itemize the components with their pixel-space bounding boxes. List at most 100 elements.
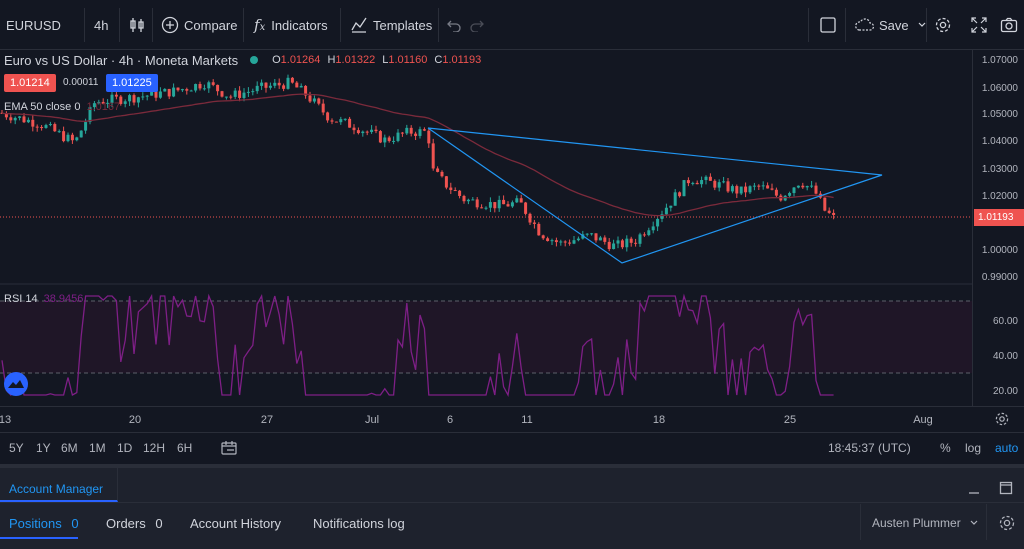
candle-body [488, 202, 492, 208]
candle-body [704, 176, 708, 181]
candle-body [418, 129, 422, 136]
candle-body [378, 131, 382, 143]
candle-body [304, 85, 308, 96]
settings-button[interactable] [934, 0, 952, 50]
candle-body [136, 97, 140, 103]
triangle-drawing[interactable] [427, 127, 883, 264]
candle-body [541, 235, 545, 239]
sell-button[interactable]: 1.01214 [4, 74, 56, 92]
panel-settings-button[interactable] [998, 514, 1016, 535]
candle-body [260, 82, 264, 86]
chart-pane[interactable]: Euro vs US Dollar · 4h · Moneta Markets … [0, 50, 972, 406]
interval-button[interactable]: 4h [94, 17, 109, 33]
candle-body [550, 240, 554, 242]
redo-button[interactable] [470, 0, 484, 50]
range-1m[interactable]: 1M [89, 441, 106, 455]
range-5y[interactable]: 5Y [9, 441, 24, 455]
candle-body [167, 88, 171, 97]
candle-body [106, 102, 110, 104]
tab-account-history[interactable]: Account History [190, 516, 282, 531]
candle-body [458, 190, 462, 196]
candle-body [726, 181, 730, 192]
maximize-panel-button[interactable] [998, 480, 1014, 499]
candle-body [686, 180, 690, 184]
range-12h[interactable]: 12H [143, 441, 166, 455]
snapshot-button[interactable] [1000, 0, 1018, 50]
candle-body [594, 233, 598, 241]
legend-title: Euro vs US Dollar · 4h · Moneta Markets [4, 52, 239, 68]
minimize-panel-button[interactable] [966, 480, 982, 499]
tab-notifications-log[interactable]: Notifications log [313, 516, 405, 531]
candle-body [700, 180, 704, 185]
undo-button[interactable] [447, 0, 461, 50]
candle-body [744, 186, 748, 193]
buy-button[interactable]: 1.01225 [106, 74, 158, 92]
candle-body [233, 90, 237, 97]
price-chart[interactable] [0, 50, 972, 406]
candle-body [361, 131, 365, 134]
candle-body [554, 240, 558, 243]
account-manager-tab[interactable]: Account Manager [0, 468, 118, 502]
candle-body [255, 85, 259, 92]
time-axis[interactable]: 13 20 27 Jul 6 11 18 25 Aug [0, 406, 1024, 432]
range-1d[interactable]: 1D [117, 441, 133, 455]
candle-body [568, 242, 572, 244]
candle-body [40, 127, 44, 129]
candle-body [110, 94, 114, 103]
candle-body [827, 210, 831, 213]
candle-body [576, 238, 580, 241]
chart-type-button[interactable] [128, 0, 146, 50]
candle-body [207, 82, 211, 89]
candle-body [510, 202, 514, 207]
candle-body [154, 90, 158, 98]
indicators-button[interactable]: fx Indicators [254, 16, 328, 34]
log-toggle[interactable]: log [965, 441, 982, 455]
date-range-button[interactable] [220, 440, 238, 459]
candle-body [682, 180, 686, 197]
price-axis[interactable]: 1.07000 1.06000 1.05000 1.04000 1.03000 … [972, 50, 1024, 406]
candle-body [546, 238, 550, 242]
candle-body [572, 240, 576, 244]
candle-body [449, 187, 453, 191]
candle-body [326, 112, 330, 121]
candle-body [484, 207, 488, 209]
mountain-icon [8, 380, 24, 388]
auto-toggle[interactable]: auto [995, 441, 1019, 455]
candle-body [282, 85, 286, 89]
utc-clock[interactable]: 18:45:37 (UTC) [828, 441, 911, 455]
candle-body [299, 85, 303, 88]
candle-body [537, 223, 541, 236]
templates-button[interactable]: Templates [350, 0, 432, 50]
percent-toggle[interactable]: % [940, 441, 951, 455]
save-button[interactable]: Save [853, 0, 927, 50]
tab-positions[interactable]: Positions 0 [9, 516, 79, 531]
compare-button[interactable]: Compare [161, 0, 237, 50]
expand-button[interactable] [970, 0, 988, 50]
range-6m[interactable]: 6M [61, 441, 78, 455]
candle-body [620, 240, 624, 248]
candle-body [757, 185, 761, 187]
candle-body [634, 242, 638, 244]
candle-body [35, 126, 39, 128]
symbol-search[interactable]: EURUSD [6, 0, 61, 50]
candle-body [238, 90, 242, 98]
chevron-down-icon [970, 520, 978, 525]
tab-orders[interactable]: Orders 0 [106, 516, 163, 531]
candle-body [528, 213, 532, 223]
range-1y[interactable]: 1Y [36, 441, 51, 455]
axis-settings-button[interactable] [994, 411, 1010, 430]
broker-logo[interactable] [4, 372, 28, 396]
candle-body [180, 89, 184, 91]
rsi-band [0, 301, 972, 373]
candle-body [66, 134, 70, 142]
candle-body [409, 127, 413, 134]
account-selector[interactable]: Austen Plummer [872, 516, 979, 530]
candle-body [18, 116, 22, 118]
fullscreen-toggle-button[interactable] [819, 0, 837, 50]
minimize-icon [969, 492, 979, 494]
candle-body [832, 212, 836, 215]
candle-body [532, 222, 536, 224]
range-6h[interactable]: 6H [177, 441, 193, 455]
candle-body [766, 185, 770, 189]
candle-body [524, 202, 528, 214]
